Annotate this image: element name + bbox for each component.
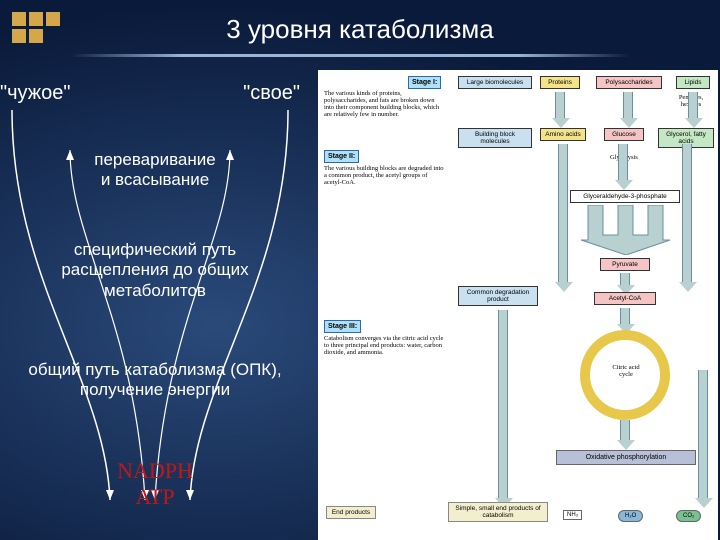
box-amino: Amino acids <box>540 128 586 141</box>
box-glucose: Glucose <box>604 128 644 141</box>
left-panel: "чужое" "свое" переваривание и всасывани… <box>0 80 310 540</box>
stage1-desc: The various kinds of proteins, polysacch… <box>324 90 444 119</box>
stage3-box: Stage III: <box>324 320 361 333</box>
box-end-header: End products <box>326 506 376 519</box>
stage3-text: общий путь катаболизма (ОПК), получение … <box>25 360 285 401</box>
box-pyruvate: Pyruvate <box>600 258 650 271</box>
stage1-text: переваривание и всасывание <box>25 150 285 191</box>
stage1-box: Stage I: <box>408 76 441 89</box>
box-lipids: Lipids <box>676 76 710 89</box>
box-building-blocks: Building block molecules <box>458 128 532 148</box>
arrow-to-oxph <box>620 420 630 442</box>
label-own: "свое" <box>243 82 300 105</box>
result-text: NADPH ATP <box>25 458 285 510</box>
box-polysacc: Polysaccharides <box>596 76 662 89</box>
slide-title: 3 уровня катаболизма <box>0 14 720 45</box>
title-underline <box>70 54 630 57</box>
stage2-text: специфический путь расщепления до общих … <box>25 240 285 301</box>
right-diagram: Stage I: The various kinds of proteins, … <box>318 70 718 540</box>
box-simple-end: Simple, small end products of catabolism <box>448 502 548 522</box>
tri-arrows-svg <box>578 205 674 255</box>
box-proteins: Proteins <box>540 76 580 89</box>
arrow-glucose <box>618 144 628 182</box>
stage2-box: Stage II: <box>324 150 359 163</box>
box-oxph: Oxidative phosphorylation <box>556 450 696 465</box>
arrow-polysacc <box>623 92 633 120</box>
box-co2: CO₂ <box>676 510 701 522</box>
arrow-amino-long <box>558 144 568 284</box>
arrow-proteins <box>555 92 565 120</box>
stage3-desc: Catabolism converges via the citric acid… <box>324 335 444 356</box>
cycle-label: Citric acid cycle <box>606 364 646 378</box>
arrow-right-end <box>698 370 708 500</box>
slide: 3 уровня катаболизма "чужое" "свое" пере… <box>0 0 720 540</box>
box-acetyl: Acetyl-CoA <box>594 292 656 305</box>
box-nh3: NH₃ <box>563 510 582 520</box>
arrow-lipids <box>688 92 698 120</box>
box-h2o: H₂O <box>618 510 643 522</box>
box-g3p: Glyceraldehyde-3-phosphate <box>570 190 680 203</box>
stage2-desc: The various building blocks are degraded… <box>324 165 444 186</box>
box-common: Common degradation product <box>458 286 538 306</box>
arrow-left-end <box>498 310 508 500</box>
label-foreign: "чужое" <box>0 82 70 105</box>
box-large-biomol: Large biomolecules <box>458 76 532 89</box>
arrow-to-cycle <box>620 308 630 326</box>
arrow-pyruvate <box>620 273 630 287</box>
arrow-fatty-long <box>682 144 692 284</box>
